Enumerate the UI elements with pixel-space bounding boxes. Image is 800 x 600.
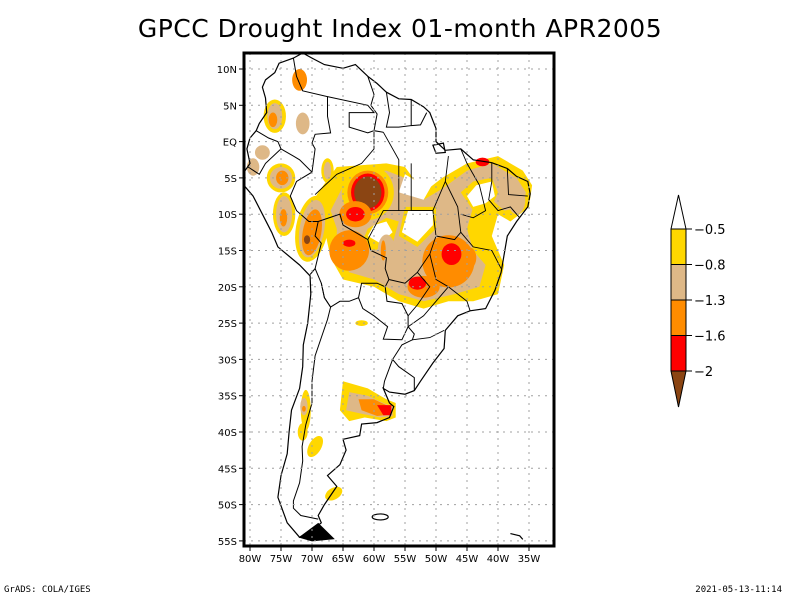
drought-region — [401, 210, 433, 242]
country-border — [292, 58, 332, 173]
colorbar-segment — [670, 228, 687, 265]
state-border — [407, 272, 431, 317]
country-border — [327, 96, 384, 134]
colorbar-label: −1.3 — [694, 294, 726, 309]
footer-credit: GrADS: COLA/IGES — [4, 585, 91, 595]
drought-region — [355, 320, 368, 327]
country-border — [292, 283, 332, 520]
drought-region — [302, 405, 306, 412]
tierra-del-fuego — [298, 522, 335, 542]
drought-region — [279, 209, 288, 227]
y-tick-label: 40S — [218, 428, 237, 439]
footer-timestamp: 2021-05-13-11:14 — [695, 585, 782, 595]
x-tick-label: 70W — [301, 554, 324, 565]
colorbar-segment-bottom-triangle — [670, 370, 687, 408]
x-tick-label: 50W — [425, 554, 448, 565]
y-tick-label: 55S — [218, 537, 237, 548]
coastlines — [244, 53, 531, 542]
continent-outline — [244, 53, 531, 539]
state-border — [407, 286, 449, 328]
drought-region — [292, 69, 308, 91]
country-border — [391, 326, 415, 391]
drought-region — [377, 405, 392, 416]
drought-region — [346, 206, 365, 222]
y-tick-label: 50S — [218, 501, 237, 512]
colorbar-segment — [670, 264, 687, 301]
y-tick-label: 25S — [218, 319, 237, 330]
drought-region — [323, 161, 332, 180]
drought-region — [475, 157, 490, 167]
y-tick-label: 10N — [217, 65, 237, 76]
x-tick-label: 45W — [456, 554, 479, 565]
drought-region — [467, 181, 495, 207]
colorbar-label: −2 — [694, 365, 713, 380]
south-georgia — [510, 533, 524, 540]
country-border — [411, 112, 428, 127]
x-axis: 80W 75W 70W 65W 60W 55W 50W 45W 40W 35W — [239, 546, 541, 565]
x-tick-label: 80W — [239, 554, 262, 565]
drought-region — [268, 112, 278, 128]
country-border — [358, 286, 409, 341]
colorbar-segment — [670, 299, 687, 336]
drought-region — [307, 435, 324, 458]
drought-region — [303, 235, 311, 244]
drought-shading — [246, 69, 533, 501]
y-tick-label: 5N — [223, 101, 237, 112]
colorbar-label: −0.8 — [694, 259, 726, 274]
marajo-island — [432, 142, 447, 154]
x-tick-label: 40W — [487, 554, 510, 565]
state-border — [488, 162, 521, 219]
colorbar: −0.5 −0.8 −1.3 −1.6 −2 — [670, 194, 726, 408]
drought-region — [398, 174, 436, 200]
state-border — [506, 168, 528, 197]
colorbar-segment — [670, 335, 687, 372]
colorbar-label: −1.6 — [694, 330, 726, 345]
state-border — [412, 329, 445, 341]
y-tick-label: 20S — [218, 283, 237, 294]
state-border — [314, 130, 375, 195]
country-border — [367, 76, 378, 131]
drought-region — [325, 486, 343, 501]
y-tick-label: EQ — [223, 138, 237, 149]
state-border — [460, 232, 502, 269]
chart-title: GPCC Drought Index 01-month APR2005 — [137, 14, 663, 43]
y-tick-label: 45S — [218, 464, 237, 475]
state-border — [460, 148, 487, 219]
y-axis: 10N 5N EQ 5S 10S 15S 20S 25S 30S 35S 40S 45S 50S 55S — [217, 65, 244, 548]
drought-region — [295, 112, 310, 135]
map-frame — [242, 51, 556, 548]
country-border — [385, 92, 412, 128]
country-border — [280, 148, 322, 275]
y-tick-label: 10S — [218, 210, 237, 221]
drought-region — [408, 276, 427, 290]
y-tick-label: 35S — [218, 392, 237, 403]
x-tick-label: 65W — [332, 554, 355, 565]
drought-region — [463, 247, 477, 268]
drought-region — [441, 243, 462, 266]
falkland-islands — [371, 513, 389, 521]
drought-region — [354, 176, 382, 209]
x-tick-label: 55W — [394, 554, 417, 565]
x-tick-label: 75W — [270, 554, 293, 565]
country-border — [382, 359, 394, 389]
y-tick-label: 5S — [224, 174, 237, 185]
x-tick-label: 35W — [518, 554, 541, 565]
colorbar-segment-top-triangle — [670, 194, 687, 230]
grid-lines — [244, 53, 554, 546]
drought-region — [297, 423, 308, 441]
y-tick-label: 30S — [218, 355, 237, 366]
x-tick-label: 60W — [363, 554, 386, 565]
drought-region — [254, 145, 270, 160]
y-tick-label: 15S — [218, 247, 237, 258]
drought-region — [507, 185, 526, 215]
drought-region — [367, 221, 393, 244]
colorbar-label: −0.5 — [694, 223, 726, 238]
drought-region — [276, 170, 289, 186]
drought-region — [343, 239, 356, 247]
